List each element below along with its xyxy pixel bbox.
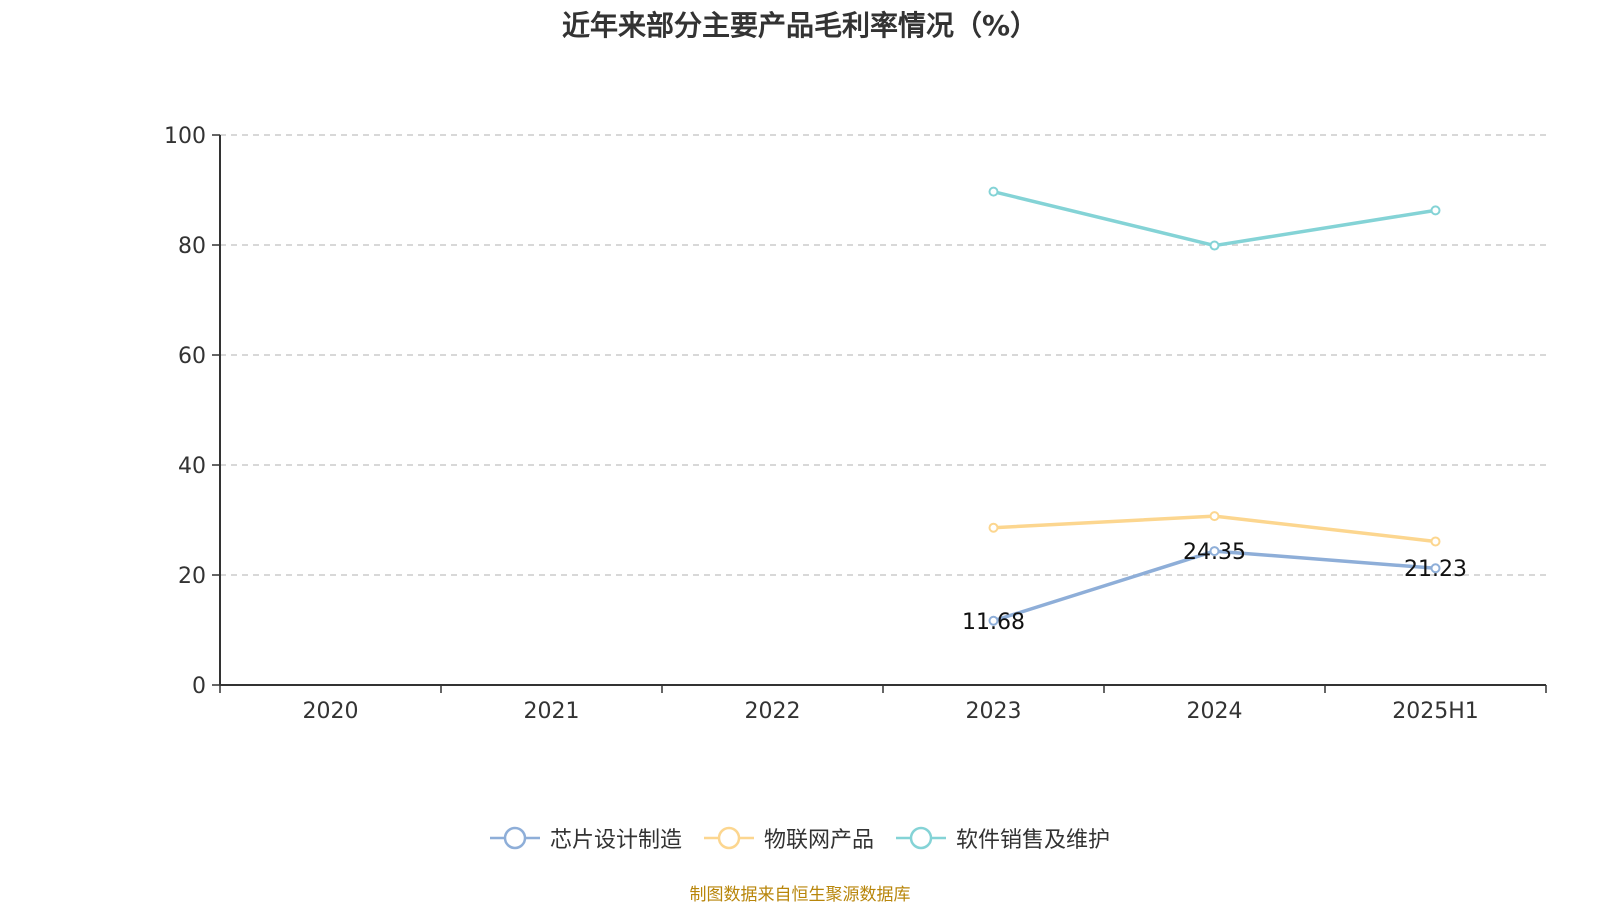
data-labels: 11.68 24.35 21.23 <box>962 540 1467 635</box>
x-tick-label: 2021 <box>524 699 580 724</box>
data-point <box>1430 205 1441 216</box>
data-point <box>988 186 999 197</box>
data-label: 24.35 <box>1183 540 1246 565</box>
data-point <box>988 522 999 533</box>
legend-label: 物联网产品 <box>763 828 874 853</box>
chart-title: 近年来部分主要产品毛利率情况（%） <box>561 9 1039 42</box>
y-tick-label: 0 <box>192 674 206 699</box>
data-point <box>1209 240 1220 251</box>
x-tick-label: 2022 <box>745 699 801 724</box>
x-tick-label: 2020 <box>303 699 359 724</box>
axes: 0 20 40 60 80 100 2020 2021 2022 2023 2024 2025H1 <box>164 124 1547 724</box>
data-point <box>988 615 999 626</box>
data-point <box>1430 563 1441 574</box>
legend: 芯片设计制造 物联网产品 软件销售及维护 <box>0 822 1600 854</box>
data-point <box>1430 536 1441 547</box>
y-tick-label: 20 <box>178 564 206 589</box>
legend-label: 软件销售及维护 <box>956 828 1111 853</box>
data-label: 11.68 <box>962 610 1025 635</box>
series <box>988 186 1441 626</box>
x-tick-label: 2023 <box>966 699 1022 724</box>
legend-label: 芯片设计制造 <box>549 828 682 853</box>
legend-item[interactable]: 物联网产品 <box>703 822 874 854</box>
data-point <box>1209 546 1220 557</box>
y-tick-label: 60 <box>178 344 206 369</box>
legend-symbol <box>896 826 946 850</box>
y-tick-label: 100 <box>164 124 206 149</box>
legend-item[interactable]: 芯片设计制造 <box>489 822 682 854</box>
source-note: 制图数据来自恒生聚源数据库 <box>689 885 911 905</box>
y-tick-label: 40 <box>178 454 206 479</box>
legend-item[interactable]: 软件销售及维护 <box>896 822 1110 854</box>
series-line-2 <box>993 189 1436 248</box>
grid-lines <box>220 134 1546 576</box>
line-chart: 0 20 40 60 80 100 2020 2021 2022 2023 2024 2025H1 1… <box>164 124 1547 724</box>
data-point <box>1209 511 1220 522</box>
x-tick-label: 2024 <box>1187 699 1243 724</box>
legend-symbol <box>489 826 540 850</box>
x-tick-label: 2025H1 <box>1392 699 1479 724</box>
y-tick-label: 80 <box>178 234 206 259</box>
data-label: 21.23 <box>1404 557 1467 582</box>
legend-symbol <box>703 826 754 850</box>
